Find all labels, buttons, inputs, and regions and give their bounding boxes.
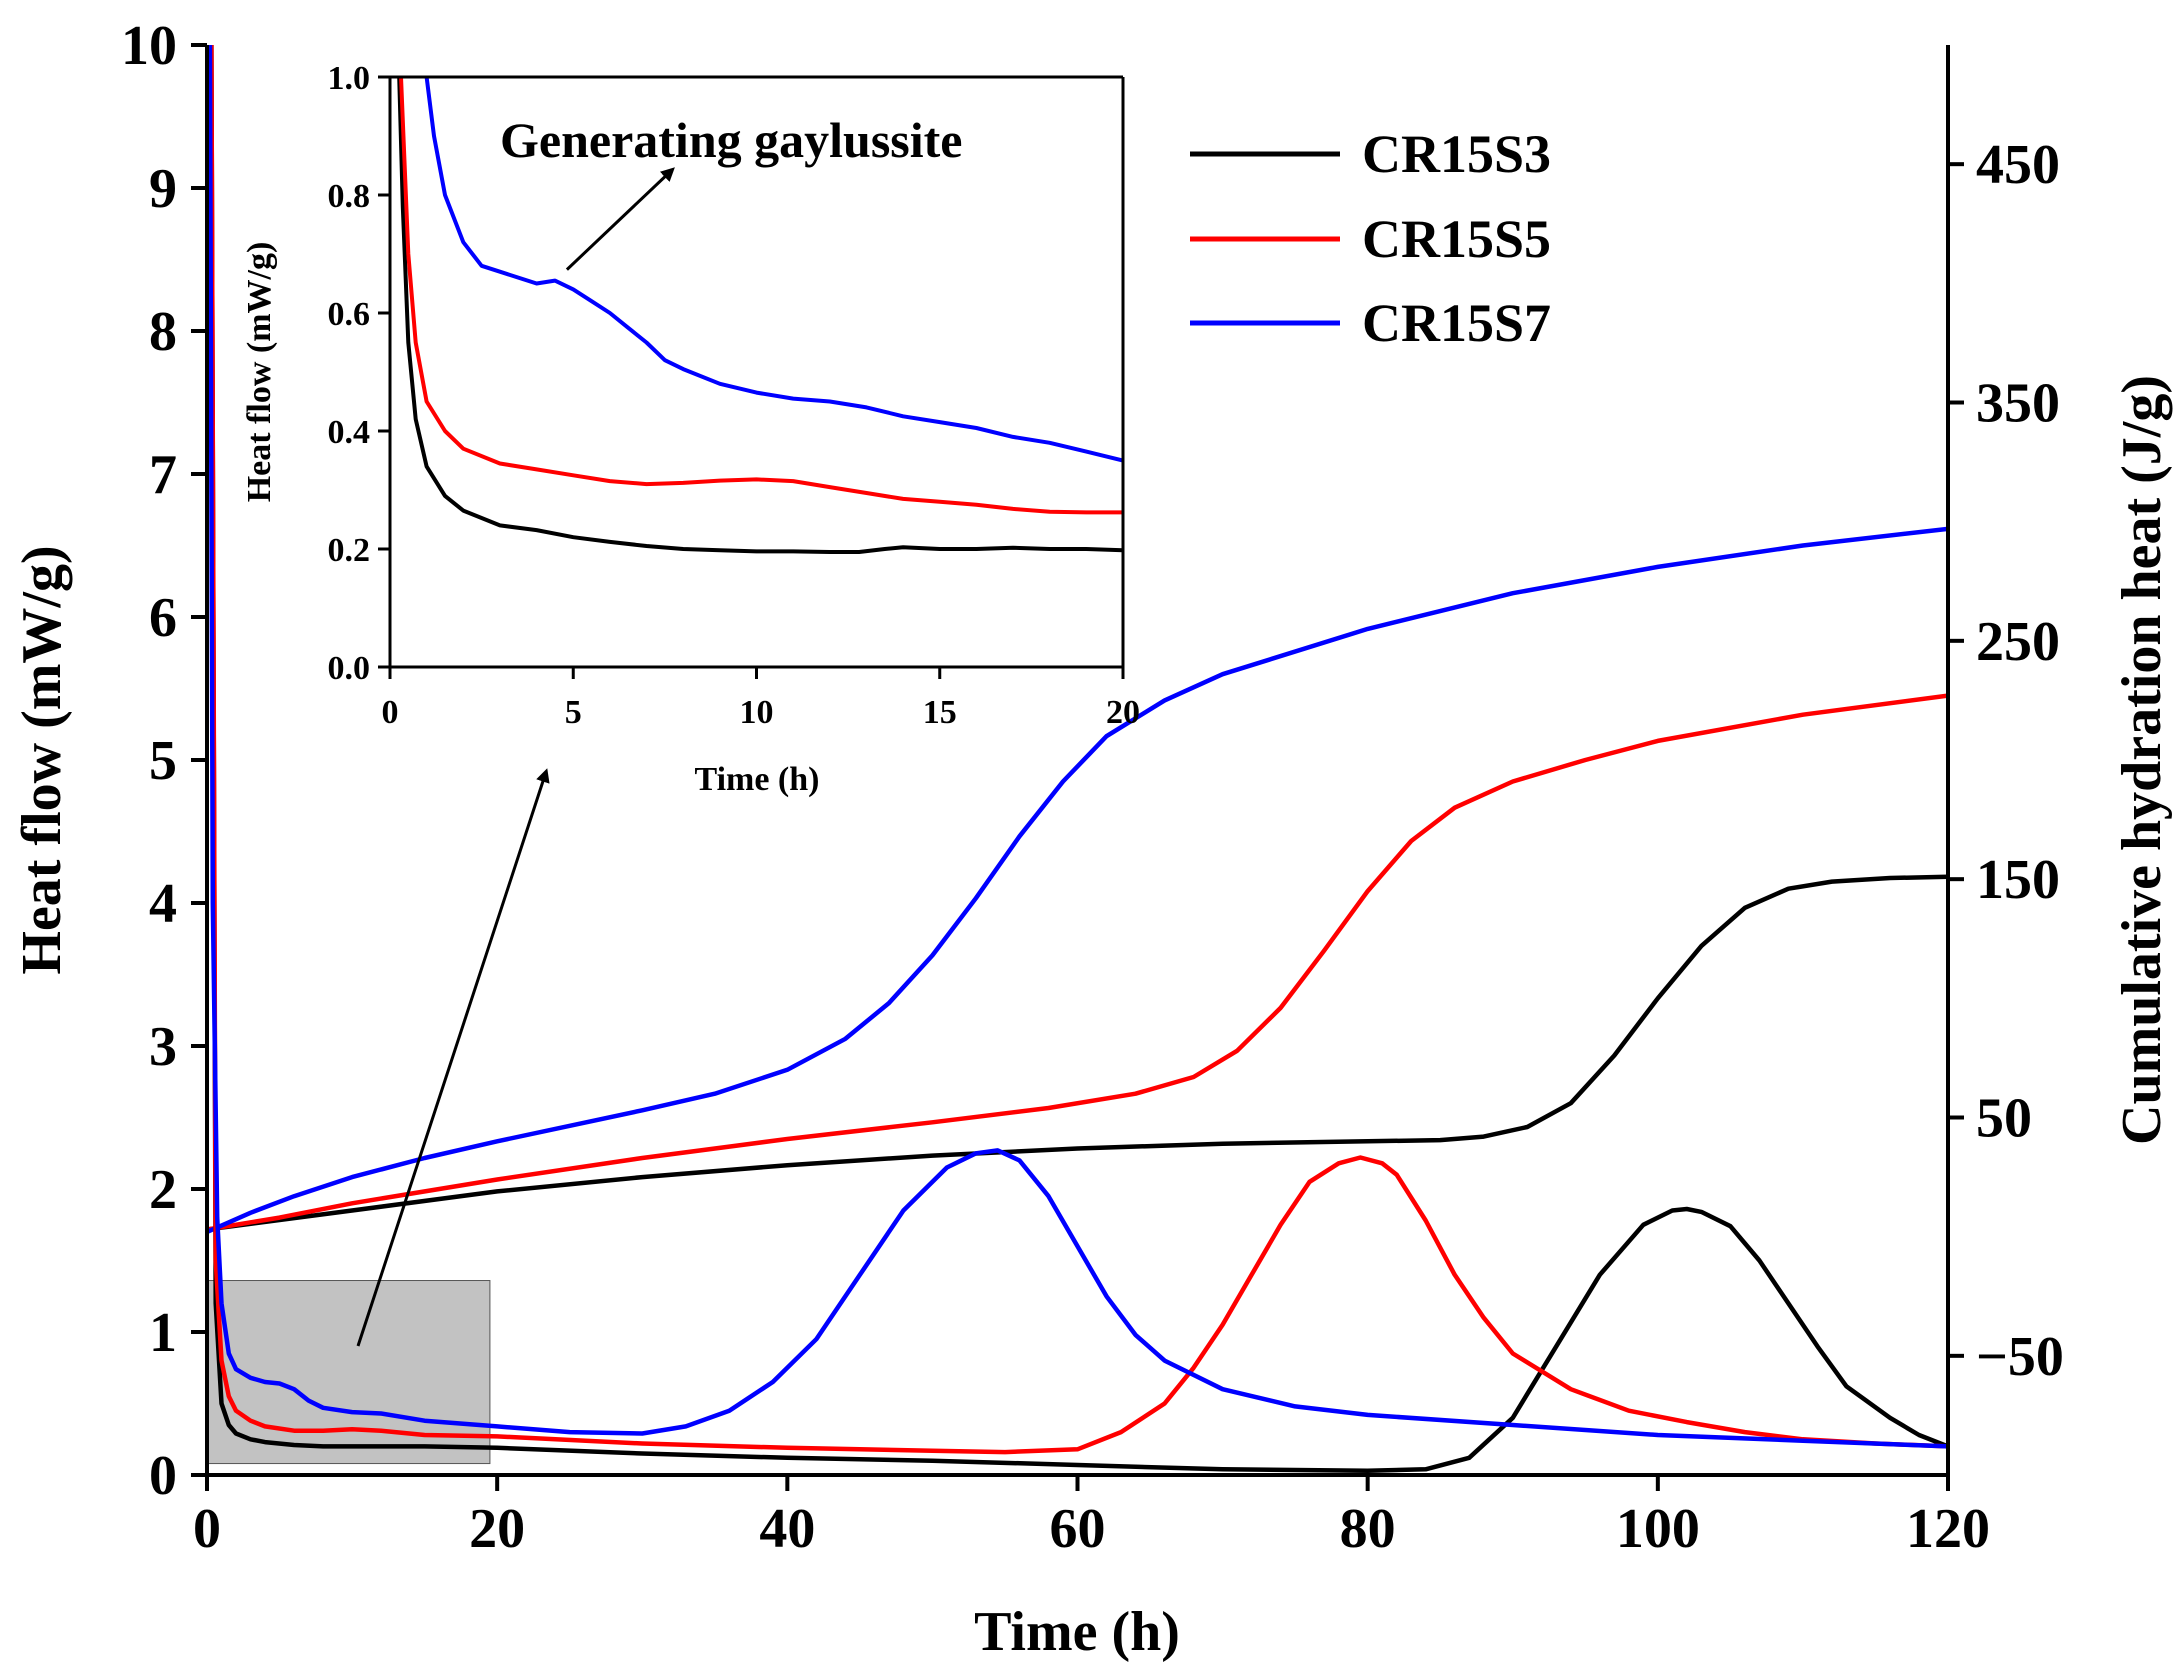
y-tick-label: 9	[149, 158, 177, 220]
inset-region-highlight	[206, 1280, 491, 1465]
x-tick-label: 20	[469, 1498, 525, 1560]
y2-tick-label: 250	[1976, 611, 2060, 673]
inset-y-tick-label: 0.0	[328, 650, 371, 687]
y-tick-label: 4	[149, 873, 177, 935]
inset-y-tick-label: 0.4	[328, 414, 371, 451]
main-y-axis-title: Heat flow (mW/g)	[11, 545, 73, 974]
y2-tick-label: 150	[1976, 849, 2060, 911]
legend-label-cr15s7: CR15S7	[1362, 293, 1551, 353]
y-tick-label: 1	[149, 1302, 177, 1364]
y2-tick-label: 450	[1976, 134, 2060, 196]
inset-y-tick-label: 0.6	[328, 296, 371, 333]
y2-tick-label: 350	[1976, 373, 2060, 435]
y-tick-label: 5	[149, 730, 177, 792]
inset-annotation-text: Generating gaylussite	[500, 112, 962, 168]
y-tick-label: 0	[149, 1445, 177, 1507]
heat-flow-line-cr15s5	[209, 45, 1948, 1455]
inset-x-tick-label: 10	[740, 694, 774, 731]
heat-flow-line-cr15s7	[207, 45, 1948, 1449]
zoom-pointer-arrow	[356, 768, 550, 1347]
inset-annotation-arrow	[565, 167, 675, 271]
x-tick-label: 120	[1906, 1498, 1990, 1560]
inset-heat-flow-line-cr15s7	[424, 77, 1123, 463]
y-tick-label: 2	[149, 1159, 177, 1221]
main-plot-curves	[207, 45, 1948, 1473]
x-tick-label: 0	[193, 1498, 221, 1560]
inset-plot-curves	[397, 77, 1123, 554]
inset-y-tick-label: 0.2	[328, 532, 371, 569]
y-tick-label: 3	[149, 1016, 177, 1078]
x-tick-label: 40	[759, 1498, 815, 1560]
inset-heat-flow-line-cr15s3	[397, 77, 1123, 554]
inset-heat-flow-line-cr15s5	[399, 77, 1123, 515]
legend: CR15S3 CR15S5 CR15S7	[1190, 124, 1551, 353]
x-tick-label: 60	[1050, 1498, 1106, 1560]
main-x-axis-title: Time (h)	[974, 1601, 1180, 1663]
inset-x-axis-title: Time (h)	[695, 761, 820, 798]
inset-chart: 0 5 10 15 20 0.0 0.2 0.4 0.6 0.8 1.0 Time (h) Heat…	[241, 60, 1140, 798]
inset-x-tick-label: 5	[565, 694, 582, 731]
legend-label-cr15s5: CR15S5	[1362, 209, 1551, 269]
inset-y-axis-title: Heat flow (mW/g)	[241, 242, 278, 503]
inset-ticks: 0 5 10 15 20 0.0 0.2 0.4 0.6 0.8 1.0	[328, 60, 1141, 731]
cumulative-heat-line-cr15s7	[207, 526, 1948, 1235]
y2-tick-label: −50	[1976, 1326, 2064, 1388]
y-tick-label: 10	[121, 15, 177, 77]
inset-x-tick-label: 20	[1106, 694, 1140, 731]
y-tick-label: 8	[149, 301, 177, 363]
inset-x-tick-label: 15	[923, 694, 957, 731]
y-tick-label: 6	[149, 587, 177, 649]
y-tick-label: 7	[149, 444, 177, 506]
main-y2-axis-title: Cumulative hydration heat (J/g)	[2111, 375, 2173, 1145]
x-tick-label: 80	[1340, 1498, 1396, 1560]
inset-y-tick-label: 0.8	[328, 178, 371, 215]
cumulative-heat-line-cr15s3	[207, 874, 1948, 1232]
cumulative-heat-line-cr15s5	[207, 693, 1948, 1232]
inset-x-tick-label: 0	[382, 694, 399, 731]
heat-flow-line-cr15s3	[209, 45, 1948, 1473]
inset-y-tick-label: 1.0	[328, 60, 371, 97]
main-ticks: 0 20 40 60 80 100 120012345678910−505015025035…	[121, 15, 2064, 1560]
x-tick-label: 100	[1616, 1498, 1700, 1560]
y2-tick-label: 50	[1976, 1088, 2032, 1150]
legend-label-cr15s3: CR15S3	[1362, 124, 1551, 184]
